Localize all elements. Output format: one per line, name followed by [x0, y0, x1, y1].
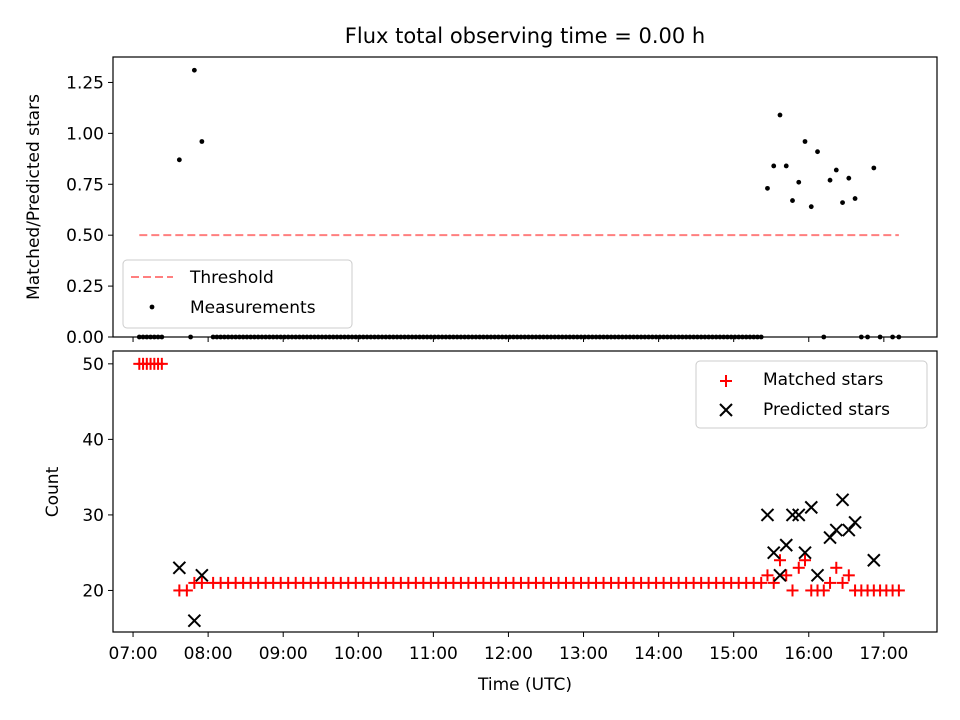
- measurement-point: [796, 179, 802, 185]
- top-ytick-label: 1.25: [66, 73, 104, 93]
- top-ylabel: Matched/Predicted stars: [24, 94, 44, 300]
- top-ytick-label: 1.00: [66, 124, 104, 144]
- matched-star-point: [842, 569, 855, 582]
- measurement-point: [783, 163, 789, 169]
- top-legend-box: [122, 259, 353, 329]
- matched-star-point: [817, 584, 830, 597]
- matched-star-point: [195, 576, 208, 589]
- measurement-point: [808, 204, 814, 210]
- top-axes-frame: [112, 56, 938, 338]
- measurement-point: [833, 167, 839, 173]
- matched-star-point: [761, 569, 774, 582]
- matched-star-point: [767, 576, 780, 589]
- measurement-point: [790, 198, 795, 203]
- legend-measurements-label: Measurements: [190, 298, 316, 318]
- measurement-point: [191, 67, 197, 73]
- legend-threshold-label: Threshold: [189, 268, 274, 288]
- measurement-point: [846, 175, 852, 181]
- bottom-ytick-label: 20: [82, 581, 104, 601]
- bottom-ylabel: Count: [43, 466, 63, 517]
- bottom-axis-ticks: 20 30 40 50 07:00 08:00 09:00 10:00 11:00 12:00 13…: [82, 355, 908, 664]
- predicted-star-point: [195, 568, 209, 583]
- matched-star-point: [780, 569, 793, 582]
- measurement-point: [176, 157, 182, 163]
- matched-star-point: [824, 576, 837, 589]
- matched-star-point: [792, 561, 805, 574]
- predicted-star-point: [810, 568, 825, 583]
- legend-predicted-label: Predicted stars: [763, 400, 890, 420]
- predicted-star-point: [779, 538, 793, 552]
- bottom-xtick-label: 10:00: [334, 644, 383, 664]
- matched-star-point: [155, 357, 168, 370]
- measurement-point: [840, 200, 845, 206]
- measurement-point: [802, 139, 808, 144]
- top-axis-ticks: 0.00 0.25 0.50 0.75 1.00 1.25: [66, 73, 885, 348]
- top-panel: Flux total observing time = 0.00 h Match…: [24, 24, 938, 348]
- measurement-point: [815, 149, 820, 155]
- predicted-star-point: [767, 545, 781, 560]
- matched-star-point: [755, 576, 768, 589]
- predicted-star-point: [172, 561, 187, 575]
- measurement-point: [777, 112, 783, 118]
- predicted-star-point: [835, 493, 850, 507]
- bottom-plot-marks: [133, 357, 905, 628]
- bottom-xtick-label: 09:00: [259, 644, 308, 664]
- top-ytick-label: 0.75: [66, 175, 104, 195]
- predicted-star-point: [785, 508, 800, 522]
- predicted-star-point: [792, 508, 806, 522]
- predicted-star-point: [760, 508, 775, 522]
- bottom-legend: Matched stars Predicted stars: [695, 360, 928, 429]
- bottom-xtick-label: 13:00: [559, 644, 608, 664]
- predicted-star-point: [804, 500, 818, 515]
- bottom-panel: Count Time (UTC) 20 30 40 50 07:00 08:00 09:00…: [43, 350, 938, 695]
- legend-predicted-swatch: [719, 403, 733, 417]
- matched-star-point: [180, 584, 193, 597]
- bottom-ytick-label: 40: [82, 430, 104, 450]
- top-ytick-label: 0.25: [66, 277, 104, 297]
- predicted-star-point: [829, 523, 844, 537]
- matched-star-point: [836, 576, 849, 589]
- bottom-xtick-label: 12:00: [484, 644, 533, 664]
- bottom-xtick-label: 17:00: [859, 644, 908, 664]
- legend-matched-label: Matched stars: [763, 370, 883, 390]
- measurement-point: [771, 163, 777, 169]
- bottom-xtick-label: 14:00: [634, 644, 683, 664]
- matched-star-point: [830, 561, 843, 574]
- matched-star-point: [773, 554, 786, 567]
- predicted-star-point: [867, 553, 881, 567]
- top-ytick-label: 0.00: [66, 328, 104, 348]
- top-ytick-label: 0.50: [66, 226, 104, 246]
- legend-matched-swatch: [720, 375, 732, 387]
- measurement-point: [765, 185, 770, 191]
- bottom-legend-box: [695, 360, 928, 429]
- bottom-xtick-label: 15:00: [709, 644, 758, 664]
- predicted-star-point: [798, 545, 812, 560]
- legend-measurements-swatch: [149, 304, 155, 310]
- measurement-point: [199, 139, 205, 144]
- matched-star-point: [892, 584, 905, 597]
- predicted-star-point: [848, 515, 862, 530]
- bottom-xlabel: Time (UTC): [477, 675, 572, 695]
- matched-star-point: [786, 584, 799, 597]
- predicted-star-point: [187, 613, 202, 628]
- measurement-point: [852, 196, 858, 201]
- bottom-axes-frame: [112, 350, 938, 633]
- top-title: Flux total observing time = 0.00 h: [345, 24, 705, 48]
- matched-star-point: [799, 554, 812, 567]
- bottom-xtick-label: 11:00: [409, 644, 458, 664]
- measurement-point: [827, 177, 833, 183]
- predicted-star-point: [773, 568, 787, 583]
- bottom-xtick-label: 07:00: [109, 644, 158, 664]
- measurement-point: [871, 165, 877, 171]
- bottom-ytick-label: 50: [82, 355, 104, 375]
- bottom-ytick-label: 30: [82, 506, 104, 526]
- bottom-xtick-label: 08:00: [184, 644, 233, 664]
- bottom-xtick-label: 16:00: [784, 644, 833, 664]
- top-legend: Threshold Measurements: [122, 259, 353, 329]
